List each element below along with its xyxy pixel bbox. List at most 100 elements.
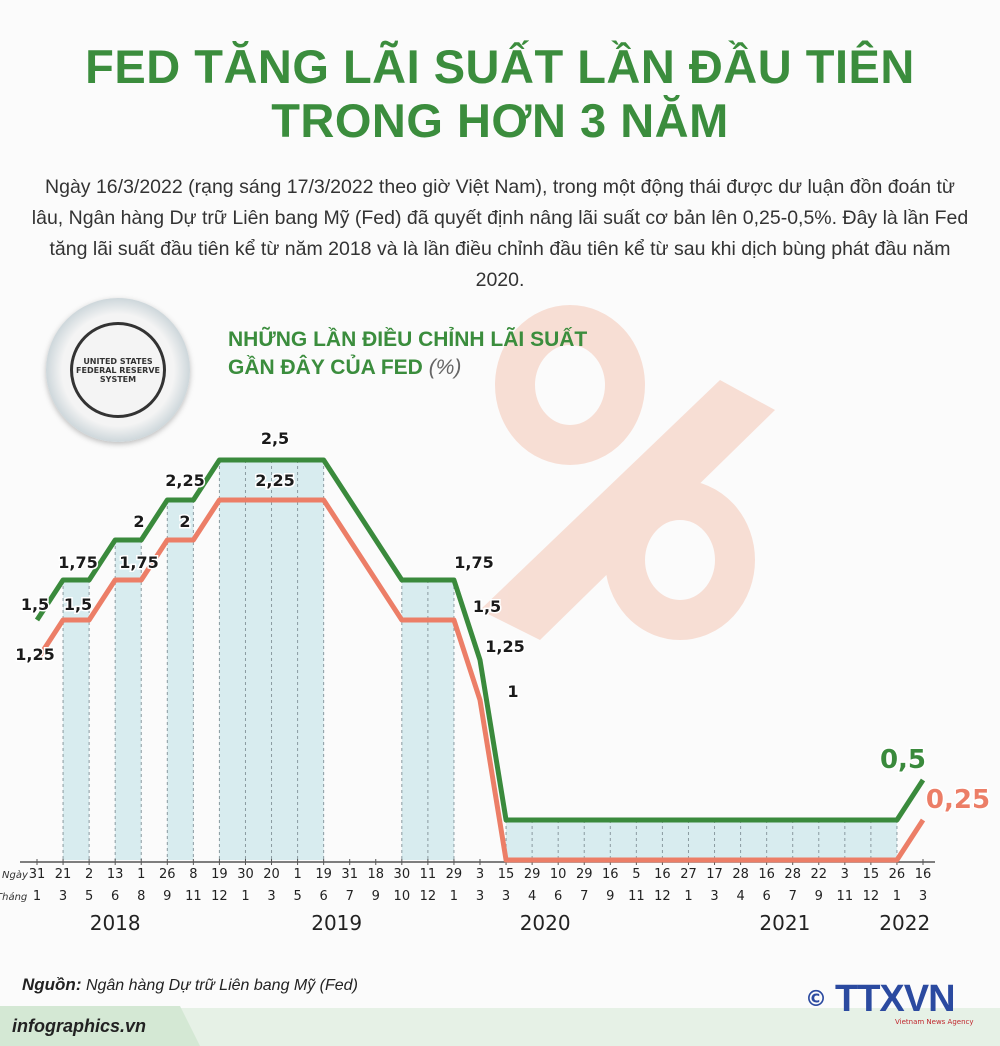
x-tick-month: 1 [450,889,458,904]
page-title: FED TĂNG LÃI SUẤT LẦN ĐẦU TIÊN TRONG HƠN… [0,40,1000,148]
x-tick-day: 16 [602,867,619,882]
x-tick-day: 1 [293,867,301,882]
x-tick-month: 12 [420,889,437,904]
x-tick-month: 12 [863,889,880,904]
year-label: 2019 [311,911,362,935]
background-percent-sign [480,305,775,640]
x-tick-day: 11 [420,867,437,882]
data-label: 1,25 [485,637,524,656]
x-tick-month: 1 [241,889,249,904]
x-tick-day: 21 [55,867,72,882]
data-label: 1,5 [473,597,501,616]
data-label: 0,25 [926,785,990,815]
year-label: 2022 [879,911,930,935]
data-label: 0,5 [880,745,926,775]
title-line-2: TRONG HƠN 3 NĂM [271,94,729,147]
x-tick-month: 12 [211,889,228,904]
year-label: 2020 [520,911,571,935]
x-tick-month: 4 [736,889,744,904]
x-tick-day: 28 [732,867,749,882]
x-tick-day: 3 [476,867,484,882]
x-tick-day: 30 [237,867,254,882]
x-tick-day: 15 [498,867,515,882]
x-tick-day: 29 [576,867,593,882]
source-label: Nguồn: [22,975,82,994]
x-tick-month: 3 [476,889,484,904]
x-tick-day: 20 [263,867,280,882]
x-tick-day: 16 [654,867,671,882]
x-tick-month: 11 [837,889,854,904]
x-tick-day: 5 [632,867,640,882]
shaded-column [115,540,142,860]
x-tick-day: 30 [394,867,411,882]
data-label: 1,75 [58,553,97,572]
x-tick-month: 1 [684,889,692,904]
x-tick-month: 3 [59,889,67,904]
x-tick-month: 9 [163,889,171,904]
x-tick-month: 3 [710,889,718,904]
x-tick-day: 31 [341,867,358,882]
x-tick-month: 9 [815,889,823,904]
x-tick-month: 7 [580,889,588,904]
x-tick-day: 19 [211,867,228,882]
x-tick-month: 9 [372,889,380,904]
chart-title: NHỮNG LẦN ĐIỀU CHỈNH LÃI SUẤT GẦN ĐÂY CỦ… [228,326,587,382]
x-tick-day: 22 [810,867,827,882]
x-tick-day: 26 [889,867,906,882]
year-label: 2018 [90,911,141,935]
data-label: 1,75 [454,553,493,572]
x-tick-month: 3 [502,889,510,904]
fed-seal-logo: UNITED STATES FEDERAL RESERVE SYSTEM [46,298,190,442]
data-label: 1,75 [119,553,158,572]
x-tick-month: 7 [346,889,354,904]
x-tick-month: 6 [554,889,562,904]
logo-subtext: Vietnam News Agency [895,1018,974,1026]
x-tick-day: 28 [784,867,801,882]
data-label: 2,25 [165,471,204,490]
x-tick-day: 15 [863,867,880,882]
x-tick-day: 16 [758,867,775,882]
x-tick-month: 3 [919,889,927,904]
chart-title-line-2: GẦN ĐÂY CỦA FED [228,356,423,379]
x-tick-month: 1 [893,889,901,904]
x-tick-day: 2 [85,867,93,882]
x-tick-month: 12 [654,889,671,904]
x-tick-month: 5 [293,889,301,904]
x-tick-month: 9 [606,889,614,904]
x-tick-day: 16 [915,867,932,882]
x-tick-day: 26 [159,867,176,882]
title-line-1: FED TĂNG LÃI SUẤT LẦN ĐẦU TIÊN [85,40,915,93]
data-label: 2 [133,512,144,531]
x-tick-month: 3 [267,889,275,904]
data-label: 2,25 [255,471,294,490]
shaded-column [63,580,90,860]
x-tick-day: 13 [107,867,124,882]
data-label: 2 [179,512,190,531]
year-label: 2021 [759,911,810,935]
x-tick-day: 27 [680,867,697,882]
lower-bound-line [34,497,926,863]
x-tick-day: 3 [841,867,849,882]
x-tick-month: 8 [137,889,145,904]
x-tick-day: 8 [189,867,197,882]
upper-bound-line [34,457,926,823]
x-tick-day: 19 [315,867,332,882]
x-tick-month: 1 [33,889,41,904]
site-link[interactable]: infographics.vn [12,1016,147,1036]
ttxvn-logo: © TTXVN Vietnam News Agency [805,978,974,1026]
data-label: 1 [507,682,518,701]
shaded-column [506,820,897,860]
data-label: 1,5 [64,595,92,614]
logo-text: TTXVN [835,978,956,1020]
x-tick-day: 31 [29,867,46,882]
x-tick-month: 6 [763,889,771,904]
fed-seal-text: UNITED STATES FEDERAL RESERVE SYSTEM [70,322,166,418]
source: Nguồn: Ngân hàng Dự trữ Liên bang Mỹ (Fe… [22,975,358,995]
data-label: 2,5 [261,429,289,448]
footer-tab [0,1006,200,1046]
x-tick-day: 10 [550,867,567,882]
copyright-icon: © [805,986,827,1012]
x-tick-month: 11 [185,889,202,904]
data-label: 1,5 [21,595,49,614]
